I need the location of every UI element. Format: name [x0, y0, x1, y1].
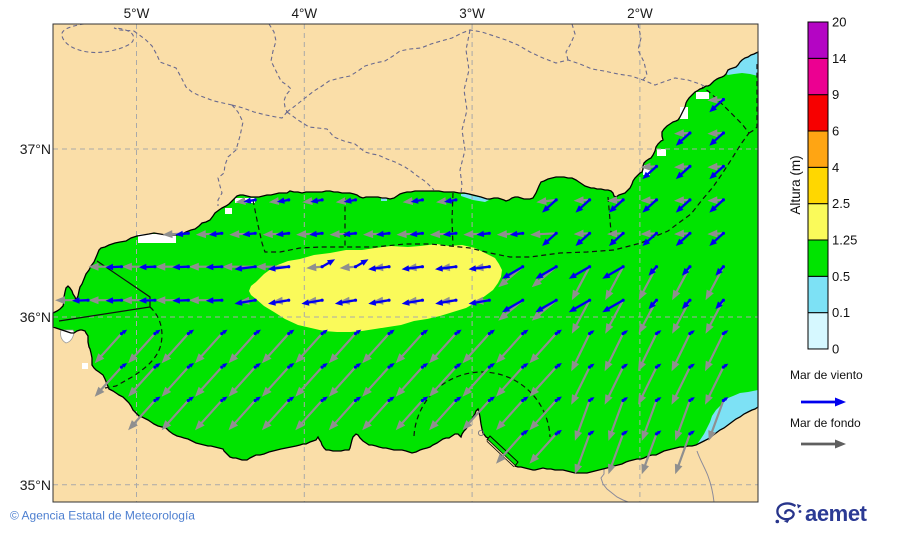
svg-text:0: 0: [832, 341, 839, 356]
svg-text:2°W: 2°W: [627, 6, 653, 21]
svg-text:9: 9: [832, 87, 839, 102]
svg-text:© Agencia Estatal de Meteorolo: © Agencia Estatal de Meteorología: [10, 509, 195, 523]
svg-text:36°N: 36°N: [20, 309, 51, 325]
svg-text:6: 6: [832, 123, 839, 138]
svg-text:1.25: 1.25: [832, 232, 857, 247]
svg-text:0.1: 0.1: [832, 305, 850, 320]
svg-text:aemet: aemet: [805, 501, 868, 526]
svg-text:Mar de fondo: Mar de fondo: [790, 416, 861, 430]
svg-text:4°W: 4°W: [291, 6, 317, 21]
svg-text:14: 14: [832, 51, 846, 66]
svg-text:Mar de viento: Mar de viento: [790, 368, 863, 382]
svg-text:2.5: 2.5: [832, 196, 850, 211]
svg-text:Altura (m): Altura (m): [788, 155, 803, 214]
svg-text:37°N: 37°N: [20, 141, 51, 157]
svg-text:3°W: 3°W: [459, 6, 485, 21]
svg-text:5°W: 5°W: [124, 6, 150, 21]
svg-text:4: 4: [832, 160, 839, 175]
svg-text:20: 20: [832, 15, 846, 30]
svg-text:0.5: 0.5: [832, 269, 850, 284]
svg-text:35°N: 35°N: [20, 477, 51, 493]
